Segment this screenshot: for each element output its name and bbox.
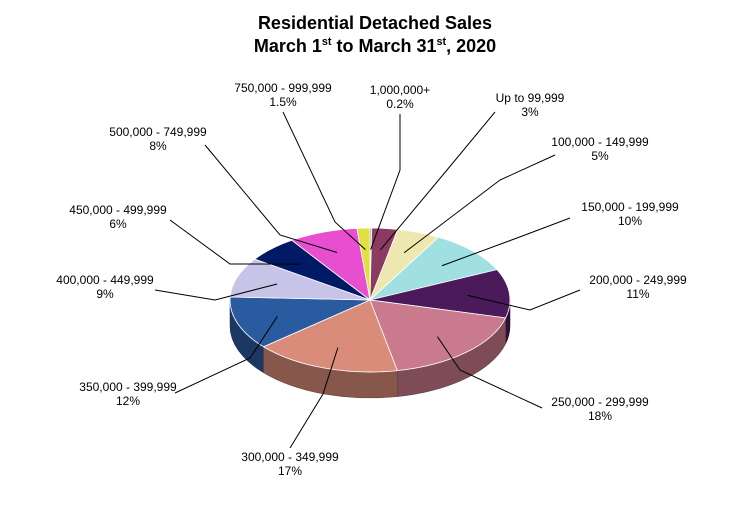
- slice-label: 350,000 - 399,99912%: [79, 381, 176, 409]
- slice-label: 500,000 - 749,9998%: [109, 126, 206, 154]
- slice-label: 200,000 - 249,99911%: [589, 274, 686, 302]
- pie-chart: [0, 0, 750, 510]
- slice-label: 400,000 - 449,9999%: [56, 274, 153, 302]
- slice-label: 300,000 - 349,99917%: [241, 451, 338, 479]
- slice-label: 750,000 - 999,9991.5%: [234, 82, 331, 110]
- chart-container: Residential Detached Sales March 1st to …: [0, 0, 750, 510]
- slice-label: 450,000 - 499,9996%: [69, 204, 166, 232]
- slice-label: 1,000,000+0.2%: [370, 84, 430, 112]
- slice-label: 250,000 - 299,99918%: [551, 396, 648, 424]
- slice-label: 100,000 - 149,9995%: [551, 136, 648, 164]
- slice-label: Up to 99,9993%: [496, 92, 565, 120]
- slice-label: 150,000 - 199,99910%: [581, 201, 678, 229]
